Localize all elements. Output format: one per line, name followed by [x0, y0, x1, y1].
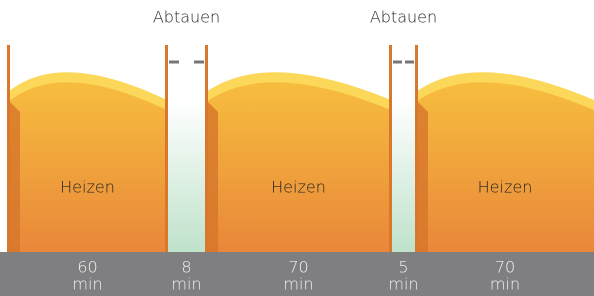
heat-body — [416, 82, 594, 252]
heat-body — [8, 82, 167, 252]
phase-label: Heizen — [60, 178, 115, 197]
phase-label: Abtauen — [370, 8, 437, 27]
post — [415, 45, 418, 252]
phase-label: Heizen — [271, 178, 326, 197]
post — [7, 45, 10, 252]
post — [165, 45, 168, 252]
post — [389, 45, 392, 252]
duration-unit: min — [171, 275, 201, 294]
duration-unit: min — [490, 275, 520, 294]
defrost-body — [167, 100, 206, 252]
defrost-cycle-diagram: Heizen60minAbtauen8minHeizen70minAbtauen… — [0, 0, 594, 296]
duration-unit: min — [283, 275, 313, 294]
heat-body — [206, 82, 391, 252]
duration-unit: min — [388, 275, 418, 294]
phase-label: Abtauen — [153, 8, 220, 27]
duration-unit: min — [72, 275, 102, 294]
defrost-body — [391, 100, 416, 252]
phase-label: Heizen — [478, 178, 533, 197]
post — [205, 45, 208, 252]
